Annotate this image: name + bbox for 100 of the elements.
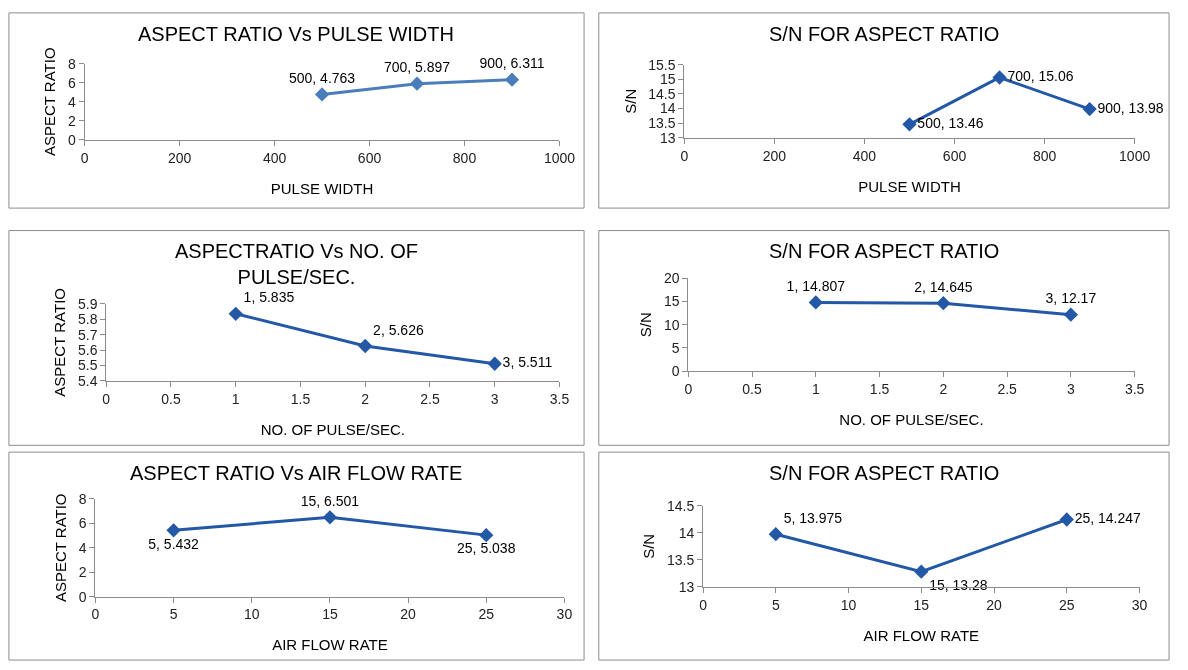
chart-title: ASPECTRATIO Vs NO. OF PULSE/SEC.	[175, 240, 418, 288]
y-tick-label: 13	[659, 129, 676, 146]
data-label: 5, 5.432	[148, 535, 200, 552]
y-tick-label: 8	[68, 55, 77, 72]
x-tick-label: 25	[1059, 596, 1075, 613]
chart-title: ASPECT RATIO Vs AIR FLOW RATE	[130, 462, 463, 484]
chart-title: ASPECT RATIO Vs PULSE WIDTH	[138, 23, 454, 45]
data-label: 1, 5.835	[243, 289, 295, 306]
x-tick-label: 400	[852, 147, 877, 164]
y-tick-label: 4	[68, 93, 77, 110]
x-tick-label: 5	[169, 606, 178, 623]
point	[936, 296, 951, 311]
y-tick-label: 14.5	[666, 497, 695, 514]
x-tick-label: 10	[243, 606, 260, 623]
x-axis-title: AIR FLOW RATE	[863, 626, 980, 644]
data-label: 700, 15.06	[1007, 67, 1074, 84]
x-tick-label: 10	[840, 596, 857, 613]
x-axis-title: NO. OF PULSE/SEC.	[260, 420, 405, 438]
x-tick-label: 5	[771, 596, 780, 613]
x-tick-label: 30	[1131, 596, 1148, 613]
x-axis-title: PULSE WIDTH	[270, 179, 374, 197]
x-axis-title: AIR FLOW RATE	[272, 636, 388, 654]
y-tick-label: 0	[671, 363, 680, 380]
y-axis-title: ASPECT RATIO	[51, 288, 69, 397]
data-label: 5, 13.975	[783, 509, 843, 526]
point	[1059, 512, 1074, 527]
y-tick-label: 14	[678, 524, 695, 541]
x-tick-label: 3	[1066, 380, 1075, 397]
data-label: 500, 4.763	[288, 70, 356, 87]
x-tick-label: 0	[102, 390, 111, 407]
x-tick-label: 15	[913, 596, 930, 613]
y-tick-label: 13.5	[648, 115, 676, 132]
y-tick-label: 13.5	[666, 551, 695, 568]
x-axis-title: NO. OF PULSE/SEC.	[839, 410, 984, 428]
chart-title: S/N FOR ASPECT RATIO	[769, 23, 1000, 45]
x-tick-label: 1000	[1119, 147, 1151, 164]
chart-title: S/N FOR ASPECT RATIO	[769, 462, 1000, 484]
x-tick-label: 800	[452, 149, 477, 166]
y-tick-label: 0	[68, 131, 77, 148]
y-axis-title: ASPECT RATIO	[52, 493, 70, 603]
chart-title: S/N FOR ASPECT RATIO	[769, 240, 1000, 262]
point	[322, 510, 338, 525]
point	[768, 527, 783, 542]
y-tick-label: 8	[78, 490, 87, 507]
y-tick-label: 5.9	[77, 295, 98, 312]
x-tick-label: 1.5	[869, 380, 890, 397]
data-label: 15, 6.501	[300, 492, 360, 509]
data-label: 3, 12.17	[1045, 290, 1097, 307]
y-tick-label: 2	[78, 564, 87, 581]
data-label: 500, 13.46	[917, 114, 984, 131]
data-label: 700, 5.897	[383, 59, 451, 76]
x-tick-label: 30	[556, 606, 573, 623]
y-tick-label: 6	[68, 74, 77, 91]
x-tick-label: 2.5	[420, 390, 440, 407]
point	[166, 523, 181, 538]
point	[504, 72, 520, 87]
y-tick-label: 14	[659, 100, 676, 117]
x-axis-title: PULSE WIDTH	[858, 177, 961, 195]
y-tick-label: 15	[659, 71, 676, 88]
y-tick-label: 5	[671, 339, 680, 356]
point	[409, 76, 425, 91]
y-axis-title: ASPECT RATIO	[41, 47, 59, 157]
x-tick-label: 1	[811, 380, 820, 397]
data-label: 900, 13.98	[1097, 99, 1164, 116]
y-tick-label: 5.7	[77, 326, 98, 343]
data-label: 3, 5.511	[502, 354, 553, 371]
y-tick-label: 4	[78, 539, 87, 556]
point	[487, 356, 502, 371]
data-label: 900, 6.311	[479, 55, 545, 72]
data-label: 25, 5.038	[457, 540, 516, 557]
data-label: 2, 14.645	[914, 278, 973, 295]
point	[992, 70, 1007, 85]
x-tick-label: 15	[322, 606, 338, 623]
y-tick-label: 15	[663, 293, 680, 310]
x-tick-label: 600	[942, 147, 967, 164]
y-tick-label: 5.8	[77, 311, 98, 328]
x-tick-label: 800	[1032, 147, 1057, 164]
y-tick-label: 20	[663, 270, 680, 287]
x-tick-label: 2.5	[997, 380, 1018, 397]
x-tick-label: 2	[361, 390, 370, 407]
point	[1082, 101, 1097, 117]
point	[314, 87, 330, 102]
y-tick-label: 13	[678, 578, 695, 595]
point	[479, 527, 494, 543]
x-tick-label: 0	[699, 596, 708, 613]
data-label: 25, 14.247	[1074, 509, 1142, 526]
data-label: 1, 14.807	[786, 278, 846, 295]
x-tick-label: 1000	[543, 149, 576, 166]
x-tick-label: 1.5	[290, 390, 311, 407]
point	[1063, 307, 1079, 322]
x-tick-label: 2	[939, 380, 948, 397]
x-tick-label: 25	[478, 606, 495, 623]
point	[358, 338, 373, 354]
y-axis-title: S/N	[640, 533, 658, 559]
x-tick-label: 3.5	[1124, 380, 1145, 397]
point	[902, 117, 917, 132]
y-tick-label: 5.4	[77, 372, 98, 389]
x-tick-label: 20	[400, 606, 417, 623]
y-tick-label: 2	[68, 112, 77, 129]
data-label: 2, 5.626	[373, 321, 424, 338]
